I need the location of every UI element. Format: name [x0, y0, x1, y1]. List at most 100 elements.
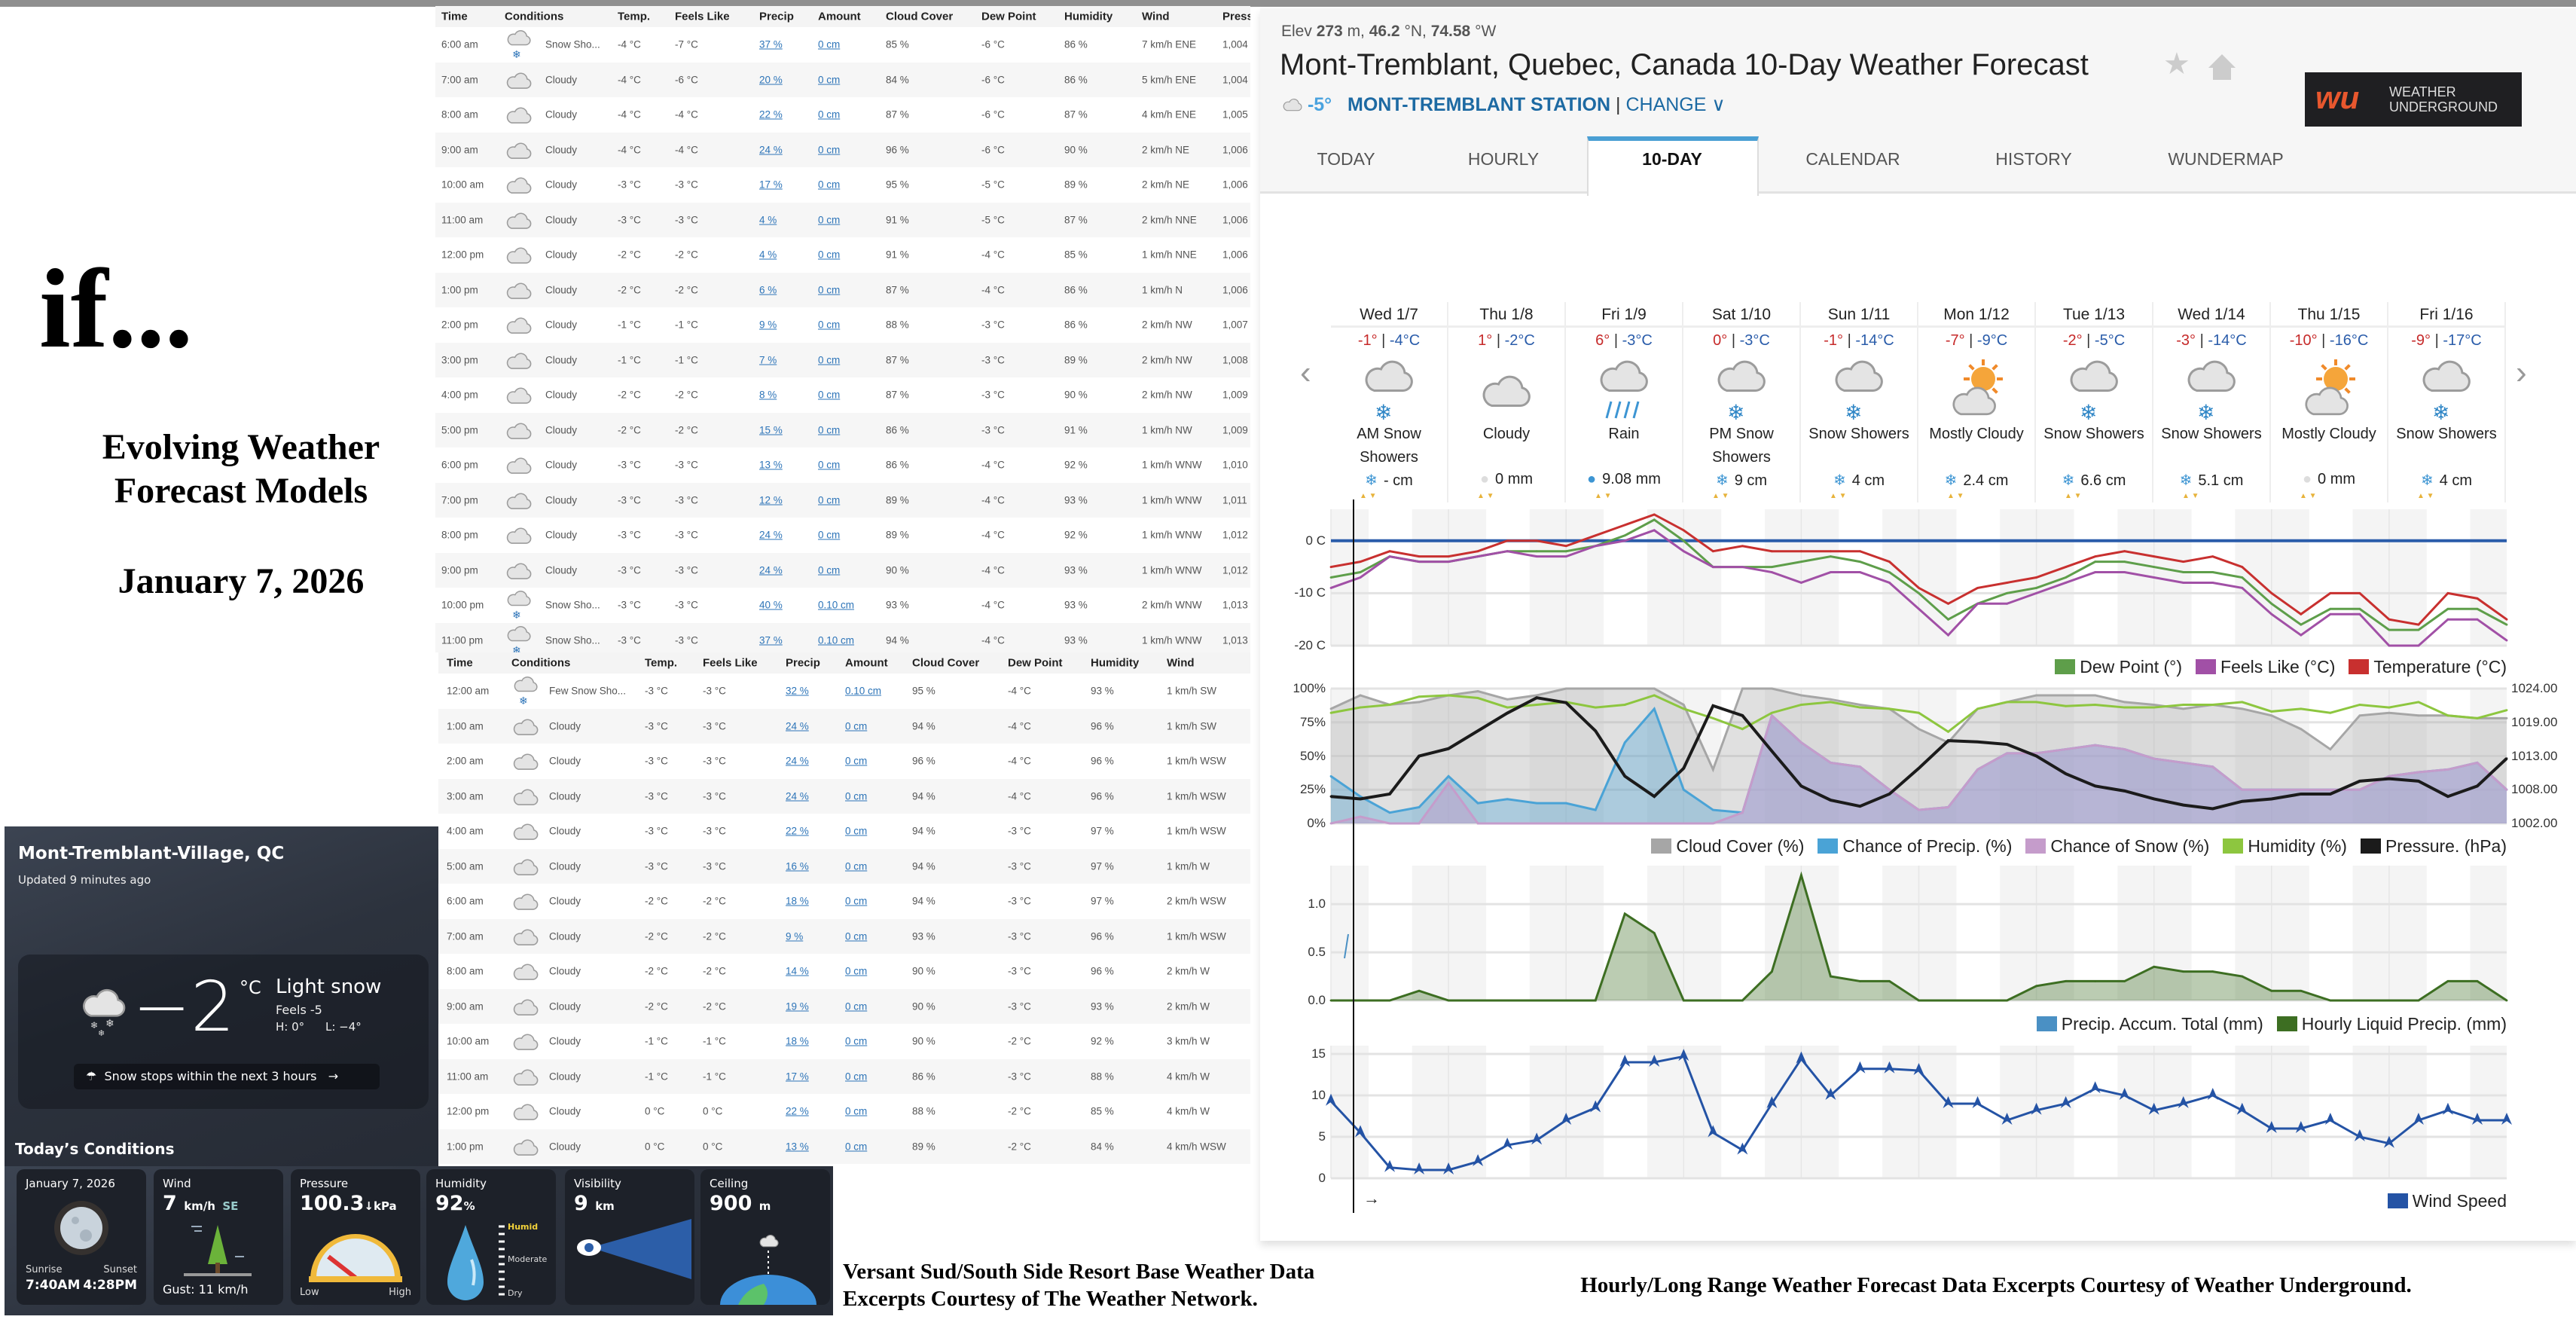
column-header[interactable]: Dew Point: [1008, 656, 1063, 670]
cell-precip-amount[interactable]: 0.10 cm: [818, 634, 855, 646]
column-header[interactable]: Conditions: [505, 10, 564, 23]
tab-today[interactable]: TODAY: [1317, 149, 1375, 169]
forecast-day[interactable]: Wed 1/7 -1° | -4°C ❄ AM Snow Showers ❄ - cm ▲ …: [1331, 302, 1448, 502]
forecast-next-arrow[interactable]: ›: [2516, 354, 2527, 391]
cell-precip-chance[interactable]: 18 %: [786, 1035, 809, 1047]
column-header[interactable]: Pressure: [1222, 10, 1250, 23]
legend-item[interactable]: Pressure. (hPa): [2347, 836, 2507, 856]
cell-precip-chance[interactable]: 13 %: [759, 459, 783, 471]
cell-precip-chance[interactable]: 6 %: [759, 284, 777, 296]
cell-precip-chance[interactable]: 16 %: [786, 860, 809, 872]
column-header[interactable]: Precip: [786, 656, 820, 670]
legend-item[interactable]: Wind Speed: [2374, 1191, 2507, 1211]
cell-precip-amount[interactable]: 0 cm: [818, 459, 841, 471]
cell-precip-chance[interactable]: 14 %: [786, 965, 809, 977]
cell-precip-amount[interactable]: 0 cm: [818, 74, 841, 86]
legend-item[interactable]: Feels Like (°C): [2182, 657, 2335, 677]
cell-precip-chance[interactable]: 40 %: [759, 599, 783, 611]
cell-precip-chance[interactable]: 8 %: [759, 389, 777, 401]
tab-history[interactable]: HISTORY: [1995, 149, 2072, 169]
column-header[interactable]: Humidity: [1091, 656, 1140, 670]
cell-precip-chance[interactable]: 15 %: [759, 424, 783, 436]
column-header[interactable]: Precip: [759, 10, 794, 23]
cell-precip-amount[interactable]: 0 cm: [845, 1071, 868, 1083]
column-header[interactable]: Wind: [1142, 10, 1170, 23]
cell-precip-chance[interactable]: 9 %: [759, 319, 777, 331]
cell-precip-chance[interactable]: 18 %: [786, 895, 809, 907]
cell-precip-chance[interactable]: 20 %: [759, 74, 783, 86]
forecast-day[interactable]: Fri 1/16 -9° | -17°C ❄ Snow Showers ❄ 4 cm ▲ ▼: [2388, 302, 2506, 502]
column-header[interactable]: Cloud Cover: [912, 656, 980, 670]
forecast-day[interactable]: Fri 1/9 6° | -3°C Rain ● 9.08 mm ▲ ▼: [1566, 302, 1683, 502]
cell-precip-amount[interactable]: 0 cm: [845, 860, 868, 872]
forecast-day[interactable]: Tue 1/13 -2° | -5°C ❄ Snow Showers ❄ 6.6 cm ▲ …: [2036, 302, 2153, 502]
cell-precip-chance[interactable]: 12 %: [759, 494, 783, 506]
legend-item[interactable]: Chance of Precip. (%): [1804, 836, 2012, 856]
cell-precip-chance[interactable]: 24 %: [759, 564, 783, 576]
cell-precip-amount[interactable]: 0 cm: [845, 965, 868, 977]
tab-10-day[interactable]: 10-DAY: [1642, 149, 1702, 169]
cell-precip-amount[interactable]: 0 cm: [818, 319, 841, 331]
forecast-day[interactable]: Sat 1/10 0° | -3°C ❄ PM Snow Showers ❄ 9 cm ▲ …: [1683, 302, 1801, 502]
forecast-prev-arrow[interactable]: ‹: [1300, 354, 1311, 391]
legend-item[interactable]: Chance of Snow (%): [2012, 836, 2209, 856]
cell-precip-amount[interactable]: 0 cm: [845, 1035, 868, 1047]
cell-precip-chance[interactable]: 13 %: [786, 1141, 809, 1153]
cell-precip-amount[interactable]: 0 cm: [818, 214, 841, 226]
cell-precip-chance[interactable]: 17 %: [786, 1071, 809, 1083]
legend-item[interactable]: Dew Point (°): [2041, 657, 2182, 677]
column-header[interactable]: Amount: [818, 10, 861, 23]
cell-precip-amount[interactable]: 0 cm: [845, 1141, 868, 1153]
forecast-day[interactable]: Thu 1/8 1° | -2°C Cloudy ● 0 mm ▲ ▼: [1448, 302, 1566, 502]
column-header[interactable]: Time: [447, 656, 473, 670]
cell-precip-chance[interactable]: 19 %: [786, 1000, 809, 1013]
cell-precip-amount[interactable]: 0 cm: [845, 825, 868, 837]
cell-precip-amount[interactable]: 0 cm: [818, 249, 841, 261]
cell-precip-amount[interactable]: 0 cm: [845, 1105, 868, 1117]
column-header[interactable]: Time: [441, 10, 468, 23]
cell-precip-amount[interactable]: 0 cm: [818, 144, 841, 156]
home-icon[interactable]: [2207, 53, 2237, 81]
cell-precip-amount[interactable]: 0 cm: [845, 895, 868, 907]
column-header[interactable]: Wind: [1167, 656, 1195, 670]
cell-precip-chance[interactable]: 4 %: [759, 214, 777, 226]
forecast-day[interactable]: Sun 1/11 -1° | -14°C ❄ Snow Showers ❄ 4 cm ▲ ▼: [1801, 302, 1918, 502]
column-header[interactable]: Dew Point: [981, 10, 1036, 23]
tab-calendar[interactable]: CALENDAR: [1805, 149, 1900, 169]
cell-precip-chance[interactable]: 24 %: [786, 755, 809, 767]
column-header[interactable]: Cloud Cover: [886, 10, 954, 23]
tab-hourly[interactable]: HOURLY: [1467, 149, 1540, 169]
station-link[interactable]: MONT-TREMBLANT STATION: [1348, 94, 1611, 115]
cell-precip-chance[interactable]: 32 %: [786, 685, 809, 697]
legend-item[interactable]: Hourly Liquid Precip. (mm): [2263, 1014, 2507, 1034]
cell-precip-amount[interactable]: 0 cm: [845, 1000, 868, 1013]
cell-precip-amount[interactable]: 0 cm: [845, 755, 868, 767]
forecast-day[interactable]: Thu 1/15 -10° | -16°C Mostly Cloudy ● 0 mm ▲ …: [2271, 302, 2388, 502]
legend-item[interactable]: Humidity (%): [2209, 836, 2347, 856]
legend-item[interactable]: Cloud Cover (%): [1637, 836, 1804, 856]
cell-precip-amount[interactable]: 0 cm: [818, 354, 841, 366]
cell-precip-chance[interactable]: 37 %: [759, 634, 783, 646]
column-header[interactable]: Humidity: [1064, 10, 1113, 23]
tab-wundermap[interactable]: WUNDERMAP: [2168, 149, 2284, 169]
cell-precip-amount[interactable]: 0.10 cm: [818, 599, 855, 611]
cell-precip-chance[interactable]: 24 %: [759, 144, 783, 156]
cell-precip-chance[interactable]: 24 %: [786, 790, 809, 802]
cell-precip-amount[interactable]: 0 cm: [818, 424, 841, 436]
change-station-button[interactable]: CHANGE: [1625, 94, 1707, 115]
legend-item[interactable]: Temperature (°C): [2335, 657, 2507, 677]
column-header[interactable]: Temp.: [645, 656, 678, 670]
column-header[interactable]: Amount: [845, 656, 888, 670]
column-header[interactable]: Feels Like: [703, 656, 758, 670]
twn-snow-alert-button[interactable]: ☂ Snow stops within the next 3 hours →: [74, 1064, 380, 1089]
cell-precip-chance[interactable]: 24 %: [786, 720, 809, 732]
wu-logo[interactable]: wu WEATHER UNDERGROUND: [2305, 72, 2522, 127]
cell-precip-amount[interactable]: 0 cm: [818, 179, 841, 191]
cell-precip-amount[interactable]: 0 cm: [818, 108, 841, 121]
cell-precip-chance[interactable]: 37 %: [759, 38, 783, 50]
forecast-day[interactable]: Wed 1/14 -3° | -14°C ❄ Snow Showers ❄ 5.1 cm ▲…: [2153, 302, 2271, 502]
column-header[interactable]: Temp.: [618, 10, 651, 23]
cell-precip-chance[interactable]: 24 %: [759, 529, 783, 541]
cell-precip-amount[interactable]: 0 cm: [818, 494, 841, 506]
cell-precip-chance[interactable]: 7 %: [759, 354, 777, 366]
